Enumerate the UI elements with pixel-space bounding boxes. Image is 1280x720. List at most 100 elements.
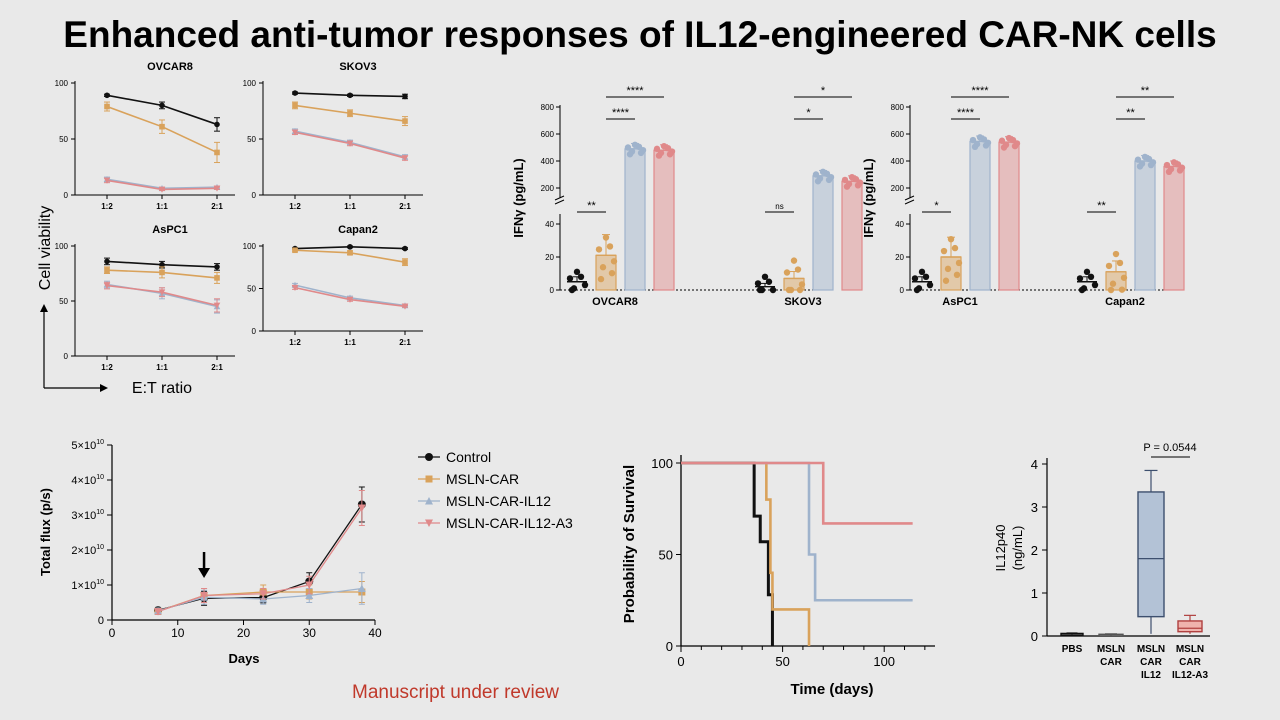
data-point-car (940, 247, 948, 255)
y-axis-unit: (ng/mL) (1010, 526, 1025, 571)
y-tick-label: 600 (541, 130, 555, 139)
x-axis-label: Days (228, 651, 259, 666)
box-il12 (1137, 491, 1165, 618)
pvalue-label: P = 0.0544 (1143, 442, 1196, 454)
data-point-il12 (969, 136, 977, 144)
panel-title: SKOV3 (339, 61, 376, 73)
data-point-il12 (976, 134, 984, 141)
legend-marker-a3 (425, 519, 433, 527)
bar-il12 (812, 175, 834, 291)
data-point-a3 (213, 302, 221, 309)
y-axis-label: Total flux (p/s) (38, 488, 53, 576)
data-point-car (794, 266, 802, 273)
data-point-a3 (666, 151, 674, 158)
data-point-il12 (825, 176, 833, 184)
y-tick-label: 2 (1031, 543, 1038, 558)
data-point-car (944, 265, 952, 273)
flux-point-il12 (305, 591, 314, 599)
data-point-a3 (158, 289, 166, 296)
x-tick-label: 2:1 (399, 202, 411, 211)
data-point-car (1116, 259, 1124, 267)
x-tick-label: 20 (237, 626, 251, 640)
y-tick-exponent: 10 (96, 579, 104, 586)
significance-label: **** (957, 107, 975, 119)
data-point-control (104, 92, 110, 99)
x-tick-label: 2:1 (211, 202, 223, 211)
survival-curve-control (681, 461, 774, 646)
x-tick-label: 2:1 (211, 363, 223, 372)
y-tick-label: 0 (98, 615, 104, 627)
y-tick-label: 100 (243, 79, 257, 88)
data-point-car (1105, 262, 1113, 270)
x-tick-label: 1:1 (344, 202, 356, 211)
x-tick-label: 1:2 (289, 202, 301, 211)
box-a3 (1177, 620, 1203, 633)
significance-label: **** (612, 107, 630, 119)
data-point-il12 (982, 142, 990, 149)
viability-panel-aspc1: 0 50 100 1:2 1:1 2:1 AsPC1 (55, 224, 235, 372)
y-tick-label: 0 (64, 191, 69, 200)
x-axis-label: E:T ratio (132, 380, 192, 397)
bar-il12 (624, 148, 646, 291)
y-axis-label: IFNγ (pg/mL) (861, 158, 876, 237)
data-point-a3 (655, 152, 663, 159)
data-point-car (347, 250, 353, 256)
data-point-car (214, 149, 220, 156)
y-tick-label: 800 (891, 103, 905, 112)
x-axis-label: Time (days) (790, 681, 873, 698)
data-point-a3 (1011, 142, 1019, 150)
data-point-control (159, 261, 165, 268)
data-point-car (602, 234, 610, 241)
data-point-a3 (346, 296, 354, 303)
box-label: CAR (1100, 657, 1122, 668)
viability-axis-labels: Cell viability E:T ratio (37, 206, 192, 397)
legend-marker-control (425, 453, 433, 461)
data-point-il12 (814, 178, 822, 185)
y-tick-label: 4 (1031, 457, 1038, 472)
axis-break-mark (904, 195, 915, 201)
y-tick-label: 600 (891, 130, 905, 139)
y-tick-label: 0 (252, 327, 257, 336)
data-point-a3 (158, 186, 166, 193)
y-tick-label: 50 (247, 135, 256, 144)
y-tick-label: 200 (541, 184, 555, 193)
data-point-il12 (971, 143, 979, 151)
data-point-a3 (854, 182, 862, 189)
box-label: PBS (1062, 644, 1083, 655)
data-point-control (761, 273, 769, 280)
survival-curve-a3 (681, 461, 913, 525)
survival-curve-car (681, 461, 811, 646)
data-point-control (566, 275, 574, 282)
y-tick-label: 200 (891, 184, 905, 193)
data-point-control (568, 286, 576, 294)
x-tick-label: 0 (109, 626, 116, 640)
significance-label: ** (587, 200, 596, 212)
y-arrow-head (40, 304, 48, 312)
data-point-il12 (637, 149, 645, 157)
data-point-il12 (624, 144, 632, 151)
data-point-control (922, 273, 930, 280)
data-point-control (1091, 281, 1099, 289)
group-label: Capan2 (1105, 296, 1145, 308)
y-tick-label: 0 (900, 286, 905, 295)
bar-a3 (653, 149, 675, 291)
y-tick-label: 100 (651, 456, 673, 471)
legend-marker-car (425, 475, 433, 483)
data-point-control (769, 286, 777, 294)
data-point-car (597, 275, 605, 283)
box-label: MSLN (1137, 644, 1165, 655)
data-point-car (599, 264, 607, 271)
flux-point-a3 (305, 581, 314, 589)
box-label: CAR (1140, 657, 1162, 668)
y-tick-exponent: 10 (96, 439, 104, 446)
data-point-car (402, 118, 408, 124)
y-tick-label: 20 (545, 253, 554, 262)
axis-break-mark (554, 199, 565, 205)
data-point-car (104, 103, 110, 110)
data-point-car (595, 246, 603, 253)
data-point-car (610, 258, 618, 265)
x-tick-label: 30 (303, 626, 317, 640)
data-point-a3 (660, 142, 668, 150)
